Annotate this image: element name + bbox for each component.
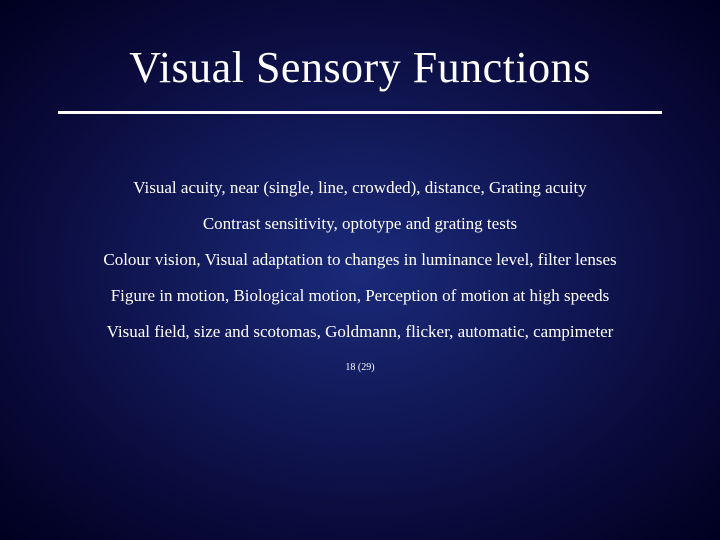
body-line-1: Visual acuity, near (single, line, crowd…	[133, 178, 586, 198]
body-line-3: Colour vision, Visual adaptation to chan…	[103, 250, 616, 270]
body-line-5: Visual field, size and scotomas, Goldman…	[107, 322, 614, 342]
title-divider	[58, 111, 662, 114]
body-line-2: Contrast sensitivity, optotype and grati…	[203, 214, 517, 234]
content-area: Visual acuity, near (single, line, crowd…	[0, 178, 720, 373]
slide-title: Visual Sensory Functions	[0, 42, 720, 93]
slide-number: 18 (29)	[345, 362, 374, 373]
slide-container: Visual Sensory Functions Visual acuity, …	[0, 0, 720, 540]
body-line-4: Figure in motion, Biological motion, Per…	[111, 286, 610, 306]
